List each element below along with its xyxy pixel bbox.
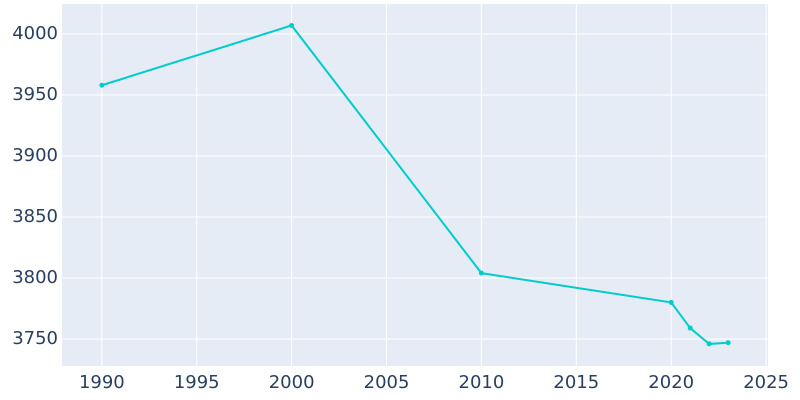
y-tick-label: 3950	[12, 84, 58, 105]
x-tick-label: 1995	[174, 372, 220, 393]
point	[687, 325, 693, 331]
point	[478, 270, 484, 276]
x-tick-label: 2005	[364, 372, 410, 393]
x-tick-label: 2000	[269, 372, 315, 393]
point	[668, 299, 674, 305]
y-tick-label: 4000	[12, 23, 58, 44]
y-tick-label: 3900	[12, 145, 58, 166]
x-tick-label: 2020	[648, 372, 694, 393]
point	[706, 341, 712, 347]
y-tick-label: 3850	[12, 206, 58, 227]
point	[725, 340, 731, 346]
x-tick-label: 2010	[459, 372, 505, 393]
y-tick-label: 3800	[12, 267, 58, 288]
point	[289, 22, 295, 28]
x-tick-label: 2015	[553, 372, 599, 393]
x-tick-label: 2025	[743, 372, 789, 393]
y-tick-label: 3750	[12, 328, 58, 349]
x-tick-label: 1990	[79, 372, 125, 393]
point	[99, 82, 105, 88]
